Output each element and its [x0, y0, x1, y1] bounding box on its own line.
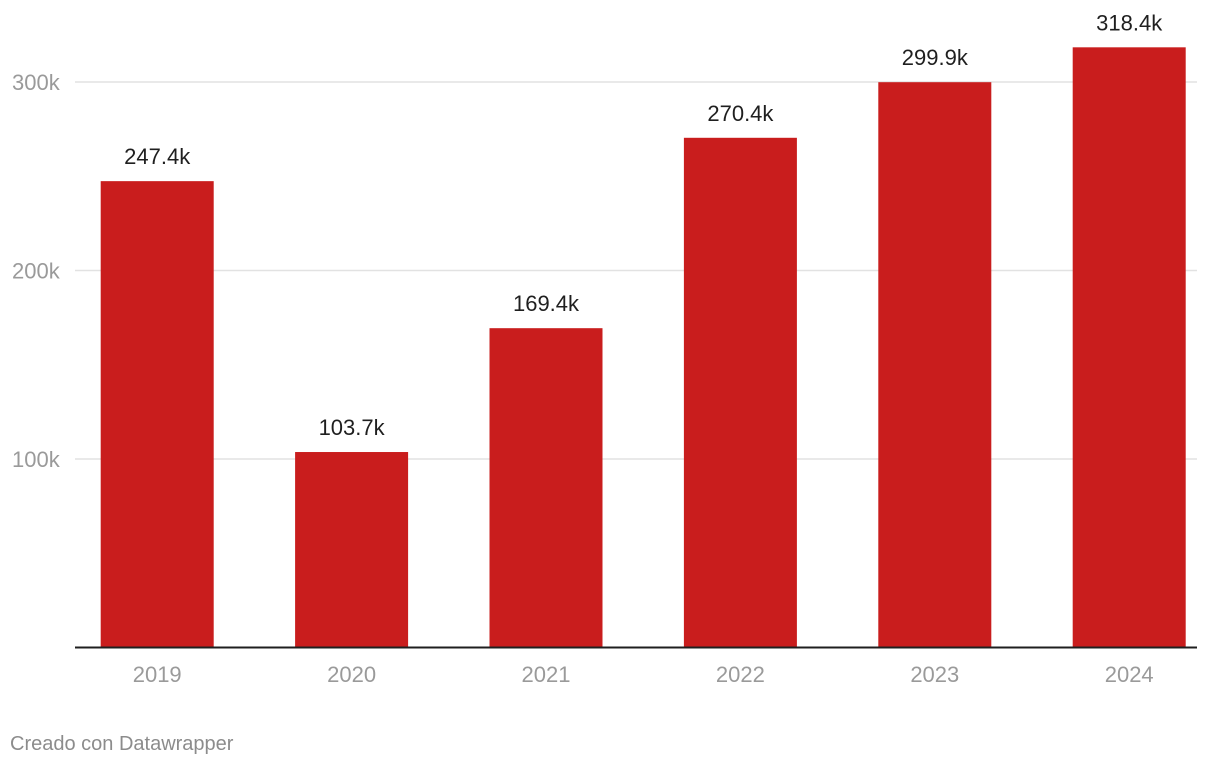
- bar-2021: [489, 328, 603, 648]
- credit-text: Creado con Datawrapper: [10, 733, 234, 755]
- bar-2019: [100, 181, 214, 648]
- bar-2020: [295, 452, 409, 648]
- bar-value-label: 169.4k: [513, 291, 580, 316]
- x-tick-label: 2019: [133, 662, 182, 687]
- y-tick-label: 200k: [12, 259, 61, 284]
- x-tick-label: 2023: [910, 662, 959, 687]
- bar-value-label: 247.4k: [124, 144, 191, 169]
- x-tick-label: 2021: [522, 662, 571, 687]
- x-tick-label: 2024: [1105, 662, 1154, 687]
- y-tick-label: 300k: [12, 70, 61, 95]
- bar-2024: [1072, 47, 1186, 648]
- bar-value-label: 299.9k: [902, 45, 969, 70]
- bar-value-label: 318.4k: [1096, 10, 1163, 35]
- bar-2023: [878, 82, 992, 648]
- bar-value-label: 270.4k: [707, 101, 774, 126]
- bar-value-label: 103.7k: [319, 415, 386, 440]
- x-tick-label: 2022: [716, 662, 765, 687]
- x-tick-label: 2020: [327, 662, 376, 687]
- bar-2022: [683, 137, 797, 648]
- y-tick-label: 100k: [12, 447, 61, 472]
